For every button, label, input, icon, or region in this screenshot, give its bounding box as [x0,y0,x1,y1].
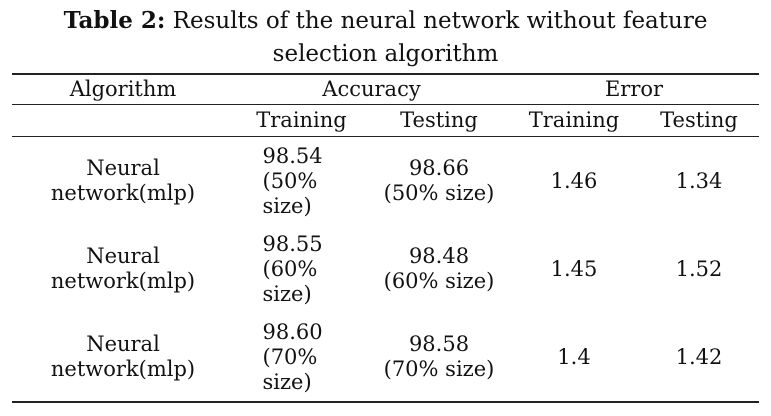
table-caption: Table 2: Results of the neural network w… [0,4,771,71]
cell-accuracy-testing: 98.66 (50% size) [369,137,509,226]
subheader-accuracy-testing: Testing [369,104,509,137]
subheader-empty [12,104,234,137]
subheader-row: Training Testing Training Testing [12,104,759,137]
size-label: (60% size) [383,269,495,293]
size-label: (70% [262,344,318,369]
accuracy-value: 98.60 [262,319,323,344]
caption-text-2: selection algorithm [272,41,499,67]
algorithm-line: Neural [86,244,160,268]
size-label: size) [262,193,312,218]
accuracy-training-block: 98.60 (70% size) [263,320,341,395]
algorithm-line: Neural [86,332,160,356]
size-label: (70% size) [383,357,495,381]
subheader-accuracy-training: Training [234,104,369,137]
cell-error-training: 1.46 [550,168,598,193]
table-row: Neural network(mlp) 98.60 (70% size) 98.… [12,313,759,403]
accuracy-training-block: 98.55 (60% size) [263,232,341,307]
size-label: size) [262,281,312,306]
table-row: Neural network(mlp) 98.55 (60% size) 98.… [12,225,759,313]
size-label: (50% [262,168,318,193]
size-label: (60% [262,256,318,281]
cell-algorithm: Neural network(mlp) [12,137,234,226]
size-label: (50% size) [383,181,495,205]
accuracy-value: 98.66 [408,156,470,180]
cell-accuracy-testing: 98.58 (70% size) [369,313,509,403]
cell-error-testing: 1.52 [675,256,723,281]
cell-algorithm: Neural network(mlp) [12,313,234,403]
subheader-error-training: Training [509,104,639,137]
algorithm-line: network(mlp) [50,269,196,293]
cell-accuracy-testing: 98.48 (60% size) [369,225,509,313]
size-label: size) [262,369,312,394]
results-table: Algorithm Accuracy Error Training Testin… [12,73,759,403]
algorithm-line: network(mlp) [50,181,196,205]
cell-error-training: 1.45 [550,256,598,281]
header-error: Error [509,73,759,105]
caption-label: Table 2: [63,7,166,34]
table-row: Neural network(mlp) 98.54 (50% size) 98.… [12,137,759,226]
cell-error-testing: 1.42 [639,313,759,403]
accuracy-value: 98.48 [408,244,470,268]
subheader-error-testing: Testing [639,104,759,137]
header-row: Algorithm Accuracy Error [12,73,759,105]
cell-accuracy-training: 98.54 (50% size) [234,137,369,226]
cell-error-training: 1.4 [509,313,639,403]
accuracy-value: 98.55 [262,231,323,256]
header-algorithm: Algorithm [12,73,234,105]
cell-accuracy-training: 98.55 (60% size) [234,225,369,313]
algorithm-line: Neural [86,156,160,180]
cell-error-testing: 1.34 [675,168,723,193]
caption-line-1: Table 2: Results of the neural network w… [0,4,771,38]
accuracy-training-block: 98.54 (50% size) [263,144,341,219]
caption-text-1: Results of the neural network without fe… [172,8,708,34]
cell-algorithm: Neural network(mlp) [12,225,234,313]
algorithm-line: network(mlp) [50,357,196,381]
accuracy-value: 98.58 [408,332,470,356]
cell-accuracy-training: 98.60 (70% size) [234,313,369,403]
accuracy-value: 98.54 [262,143,323,168]
header-accuracy: Accuracy [234,73,509,105]
